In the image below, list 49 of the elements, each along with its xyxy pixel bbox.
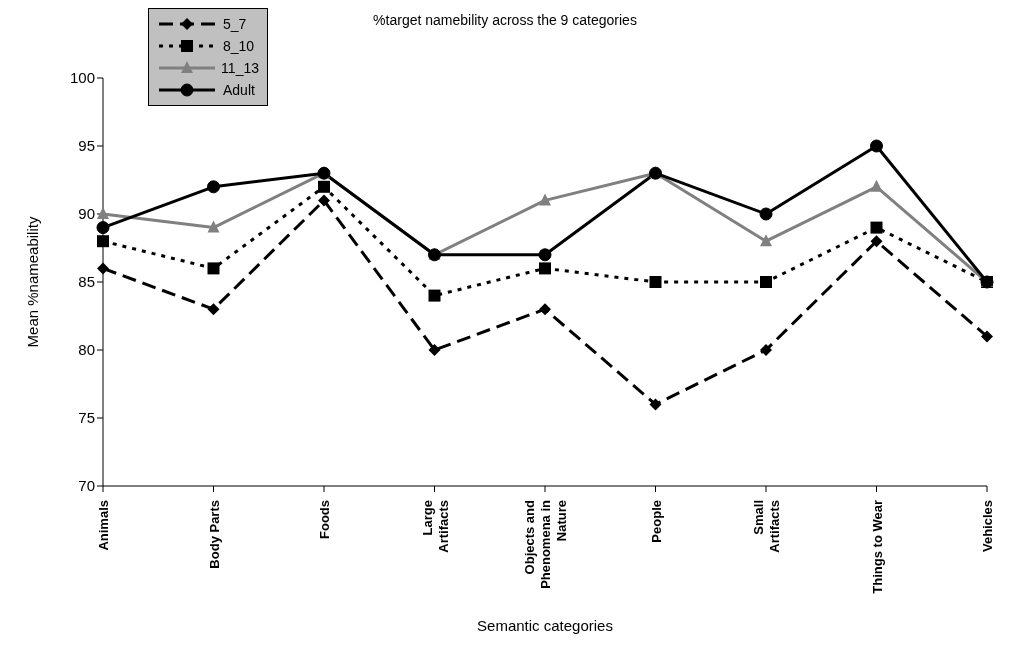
point bbox=[760, 344, 772, 356]
legend-label: Adult bbox=[223, 82, 255, 98]
point bbox=[870, 221, 883, 234]
y-tick-label: 95 bbox=[78, 137, 95, 155]
point bbox=[97, 235, 109, 248]
point bbox=[96, 221, 110, 235]
y-axis-title: Mean %nameability bbox=[24, 216, 42, 348]
chart-title: %target namebility across the 9 categories bbox=[373, 12, 637, 28]
point bbox=[870, 235, 883, 248]
point bbox=[207, 262, 220, 275]
y-tick-label: 85 bbox=[78, 273, 95, 291]
point bbox=[207, 303, 220, 316]
point bbox=[207, 220, 220, 233]
legend-label: 5_7 bbox=[223, 16, 247, 32]
point bbox=[759, 207, 773, 221]
point bbox=[207, 180, 220, 194]
point bbox=[649, 398, 662, 411]
y-tick-label: 70 bbox=[78, 477, 95, 495]
x-tick-label: Body Parts bbox=[206, 500, 222, 569]
x-tick-label: Things to Wear bbox=[869, 500, 885, 594]
point bbox=[428, 289, 441, 302]
y-tick-label: 100 bbox=[69, 69, 95, 87]
point bbox=[97, 262, 109, 275]
point bbox=[760, 276, 772, 288]
point bbox=[318, 180, 330, 193]
y-tick-label: 80 bbox=[78, 341, 95, 359]
point bbox=[539, 193, 551, 206]
point bbox=[649, 276, 662, 288]
y-tick-label: 90 bbox=[78, 205, 95, 223]
y-tick-label: 75 bbox=[78, 409, 95, 427]
point bbox=[539, 303, 551, 316]
x-axis-title: Semantic categories bbox=[477, 617, 613, 634]
x-tick-label: People bbox=[648, 500, 664, 543]
point bbox=[428, 344, 441, 356]
point bbox=[318, 194, 330, 207]
point bbox=[539, 262, 551, 275]
point bbox=[760, 234, 772, 247]
x-tick-label: Objects and Phenomena in Nature bbox=[522, 499, 569, 589]
point bbox=[981, 330, 993, 343]
x-tick-label: Foods bbox=[317, 500, 332, 539]
point bbox=[870, 139, 883, 153]
x-tick-label: Large Artifacts bbox=[419, 500, 451, 553]
point bbox=[870, 179, 883, 192]
x-tick-label: Small Artifacts bbox=[751, 500, 782, 553]
x-tick-label: Vehicles bbox=[980, 500, 995, 553]
legend-label: 11_13 bbox=[221, 60, 259, 76]
point bbox=[538, 248, 552, 262]
x-tick-label: Animals bbox=[96, 500, 111, 551]
legend-label: 8_10 bbox=[223, 38, 255, 54]
